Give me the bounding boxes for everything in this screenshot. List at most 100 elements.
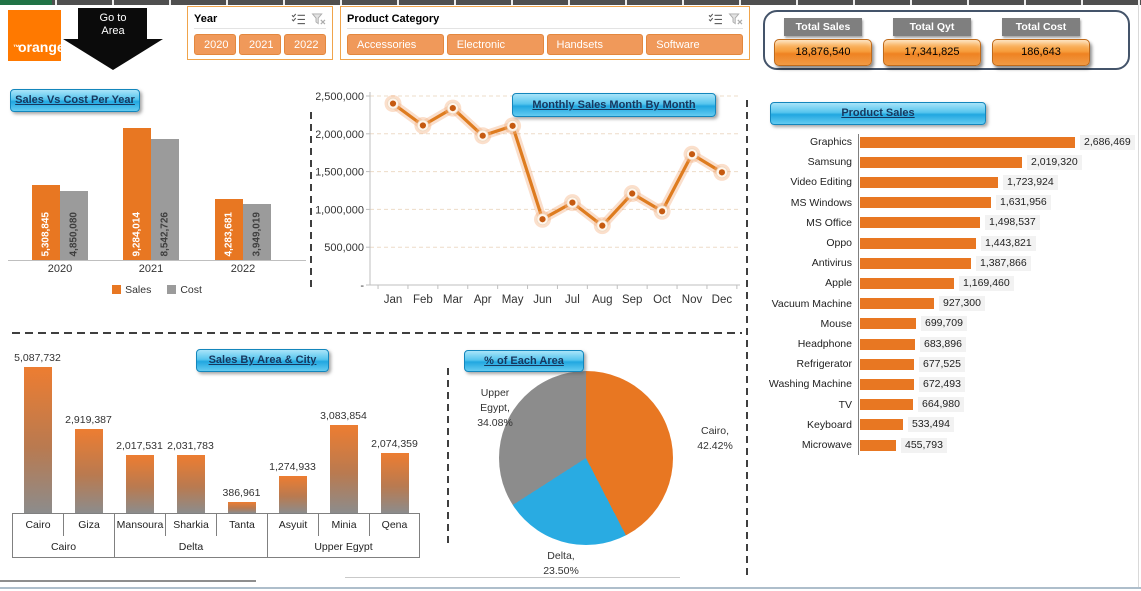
product-label: Keyboard: [807, 418, 852, 431]
chart-title-product-sales[interactable]: Product Sales: [770, 102, 986, 125]
product-row-vacuum-machine: Vacuum Machine 927,300: [756, 294, 1140, 314]
product-bar: [860, 176, 998, 188]
area-axis-label-upper-egypt: Upper Egypt: [267, 536, 420, 558]
product-row-refrigerator: Refrigerator 677,525: [756, 354, 1140, 374]
product-row-microwave: Microwave 455,793: [756, 435, 1140, 455]
pie-label-cairo: Cairo, 42.42%: [697, 425, 733, 452]
x-tick-Nov: Nov: [682, 294, 703, 306]
window-right-edge: [1138, 5, 1139, 587]
product-category-slicer-buttons: Accessories Electronic Handsets Software: [347, 34, 743, 55]
marker-Nov: [688, 151, 696, 158]
slicer-option-2022[interactable]: 2022: [284, 34, 326, 55]
window-bottom-edge: [0, 587, 1141, 589]
area-axis-label-delta: Delta: [114, 536, 267, 558]
sales-by-area-city-axis: Cairo Giza Mansoura Sharkia Tanta Asyuit Minia…: [12, 513, 420, 558]
chart-title-sales-by-area[interactable]: Sales By Area & City: [196, 349, 329, 372]
slicer-option-handsets[interactable]: Handsets: [546, 34, 644, 55]
multiselect-icon[interactable]: [708, 13, 723, 25]
product-row-apple: Apple 1,169,460: [756, 273, 1140, 293]
marker-Feb: [419, 122, 426, 129]
city-bar-qena: [380, 453, 409, 513]
city-row: Cairo Giza Mansoura Sharkia Tanta Asyuit Minia…: [12, 514, 420, 536]
product-bar: [860, 439, 896, 451]
product-bar: [860, 237, 976, 249]
product-value: 927,300: [939, 296, 985, 312]
slicer-option-2020[interactable]: 2020: [194, 34, 236, 55]
product-row-headphone: Headphone 683,896: [756, 334, 1140, 354]
product-sales-chart: Graphics 2,686,469 Samsung 2,019,320 Video E…: [756, 132, 1140, 460]
area-share-pie: [499, 371, 673, 545]
product-bar: [860, 298, 934, 310]
sales-by-area-city-chart: 5,087,732 2,919,387 2,017,531 2,031,783 386,…: [12, 352, 420, 513]
product-label: Oppo: [826, 237, 852, 249]
pie-label-upper-egypt: Upper Egypt, 34.08%: [477, 387, 513, 429]
total-card-label: Total Qyt: [893, 18, 971, 36]
chart-title-area-share[interactable]: % of Each Area: [464, 350, 584, 372]
city-axis-label-mansoura: Mansoura: [114, 514, 165, 536]
product-value: 2,019,320: [1027, 154, 1082, 170]
divider-dashed-vertical-1: [310, 112, 312, 292]
city-axis-label-giza: Giza: [63, 514, 114, 536]
y-tick-label: 1,500,000: [316, 167, 364, 179]
multiselect-icon[interactable]: [291, 13, 306, 25]
x-tick-Dec: Dec: [712, 294, 733, 306]
product-row-graphics: Graphics 2,686,469: [756, 132, 1140, 152]
grid-line-bottom-1: [0, 580, 256, 582]
marker-Jul: [569, 199, 576, 206]
y-tick-label: -: [360, 280, 364, 292]
x-tick-Sep: Sep: [622, 294, 642, 306]
city-axis-label-minia: Minia: [318, 514, 369, 536]
marker-May: [509, 122, 516, 129]
slicer-option-software[interactable]: Software: [646, 34, 743, 55]
orange-logo: orange ™: [8, 10, 65, 61]
marker-Mar: [449, 104, 456, 112]
x-label-2021: 2021: [138, 263, 164, 275]
x-tick-Aug: Aug: [592, 294, 612, 306]
product-value: 1,443,821: [981, 235, 1036, 251]
product-sales-axis: [858, 134, 859, 455]
chart-title-sales-vs-cost[interactable]: Sales Vs Cost Per Year: [10, 89, 140, 112]
clear-filter-icon[interactable]: [311, 12, 326, 25]
slicer-option-accessories[interactable]: Accessories: [347, 34, 444, 55]
product-value: 1,723,924: [1003, 174, 1058, 190]
product-value: 699,709: [921, 316, 967, 332]
product-label: MS Office: [806, 216, 852, 229]
marker-Jun: [539, 216, 546, 223]
bar-2020-cost: 4,850,080: [60, 191, 88, 260]
chart-title-monthly-sales[interactable]: Monthly Sales Month By Month: [512, 93, 716, 117]
product-label: Vacuum Machine: [771, 297, 852, 310]
city-bar-giza: [74, 429, 103, 513]
legend-swatch: [167, 285, 177, 294]
clear-filter-icon[interactable]: [728, 12, 743, 25]
product-label: Apple: [825, 277, 852, 290]
product-bar: [860, 358, 914, 370]
product-row-mouse: Mouse 699,709: [756, 314, 1140, 334]
slicer-option-electronic[interactable]: Electronic: [446, 34, 544, 55]
product-bar: [860, 257, 971, 269]
city-bar-tanta: [227, 502, 256, 513]
city-bar-mansoura: [125, 455, 154, 513]
product-category-slicer-title: Product Category: [347, 12, 440, 25]
x-tick-Oct: Oct: [653, 294, 672, 306]
product-label: Antivirus: [811, 257, 852, 270]
go-to-area-button[interactable]: Go to Area: [63, 8, 163, 70]
product-row-ms-office: MS Office 1,498,537: [756, 213, 1140, 233]
marker-Dec: [718, 169, 725, 176]
city-axis-label-tanta: Tanta: [216, 514, 267, 536]
y-tick-label: 2,000,000: [316, 129, 364, 141]
marker-Sep: [629, 190, 636, 197]
product-value: 677,525: [919, 356, 965, 372]
product-label: Samsung: [807, 156, 852, 169]
divider-dashed-horizontal: [12, 332, 742, 334]
product-bar: [860, 378, 914, 390]
x-tick-Jan: Jan: [384, 294, 403, 306]
city-value: 2,017,531: [116, 440, 163, 452]
product-value: 455,793: [901, 437, 947, 453]
bar-2021-cost: 8,542,726: [151, 139, 179, 260]
product-bar: [860, 136, 1075, 148]
slicer-option-2021[interactable]: 2021: [239, 34, 281, 55]
product-bar: [860, 419, 903, 431]
product-value: 664,980: [918, 397, 964, 413]
total-card-total-cost: Total Cost 186,643: [992, 18, 1090, 68]
